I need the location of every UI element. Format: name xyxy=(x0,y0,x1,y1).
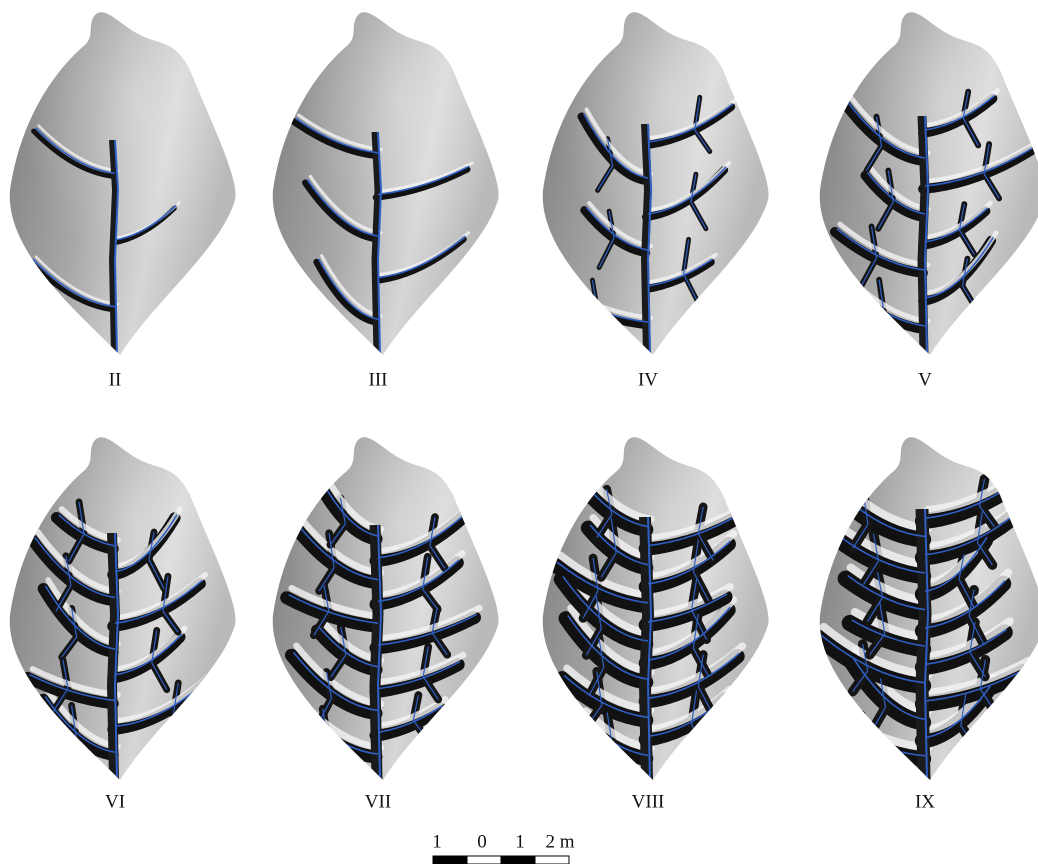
panel-label: IX xyxy=(915,791,935,812)
stream xyxy=(861,715,866,744)
stream xyxy=(597,743,612,763)
gully xyxy=(922,116,925,355)
stream xyxy=(851,744,866,764)
stream xyxy=(869,314,884,335)
scale-segment xyxy=(467,856,501,864)
gully xyxy=(869,314,884,335)
hillshade-panel xyxy=(815,437,1038,780)
gully xyxy=(62,740,77,769)
gully xyxy=(922,509,925,780)
gully xyxy=(692,724,707,749)
scale-segment xyxy=(535,856,569,864)
gully xyxy=(375,132,378,355)
scale-segment xyxy=(501,856,535,864)
hillshade-panel xyxy=(820,12,1038,355)
hillshade-panel xyxy=(273,12,499,355)
gully xyxy=(173,714,188,741)
panel-label: III xyxy=(369,369,388,390)
gully xyxy=(645,124,648,355)
hillshade-panel xyxy=(543,12,769,355)
panel-label: VIII xyxy=(632,791,665,812)
scale-segment xyxy=(433,856,467,864)
stream xyxy=(62,740,77,769)
terrain-highlight xyxy=(543,12,769,355)
gully xyxy=(112,533,115,780)
hillshade-panel xyxy=(10,12,236,355)
gully xyxy=(597,743,612,763)
gully xyxy=(375,525,378,780)
stream xyxy=(173,714,188,741)
gully xyxy=(313,742,328,764)
terrain-highlight xyxy=(10,12,236,355)
stream xyxy=(313,742,328,764)
panel-label: II xyxy=(109,369,122,390)
gully xyxy=(645,517,648,780)
stream xyxy=(692,724,707,749)
stream xyxy=(582,310,597,336)
panel-label: IV xyxy=(638,369,658,390)
figure: IIIIIIVVVIVIIVIIIIX1012 m xyxy=(0,0,1038,864)
scale-label: 0 xyxy=(477,831,487,852)
panel-label: VI xyxy=(105,791,125,812)
scale-label: 1 xyxy=(432,831,442,852)
scale-label: 2 m xyxy=(545,831,574,852)
gully xyxy=(861,715,866,744)
hillshade-panel xyxy=(10,437,236,780)
gully xyxy=(851,744,866,764)
hillshade-panel xyxy=(543,437,769,780)
hillshade-panel xyxy=(273,437,499,780)
scale-label: 1 xyxy=(515,831,525,852)
panel-label: V xyxy=(918,369,932,390)
gully xyxy=(582,310,597,336)
panel-label: VII xyxy=(365,791,391,812)
